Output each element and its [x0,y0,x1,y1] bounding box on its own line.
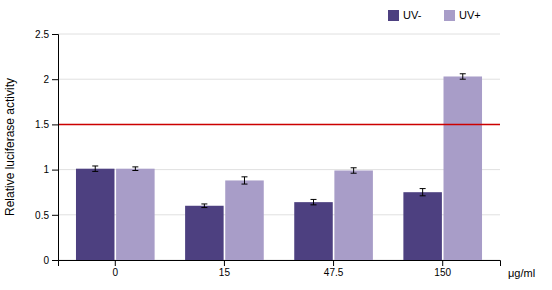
axis-line [59,261,501,267]
tick-mark [333,260,334,266]
reference-line [58,124,500,126]
tick: 1 [43,164,58,175]
tick-label: 150 [434,267,451,278]
tick: 47.5 [324,260,344,278]
legend-swatch [388,10,399,21]
error-bar [92,166,98,171]
bar [294,202,333,260]
error-bar [460,74,466,79]
legend-entry: UV+ [444,9,481,21]
tick-label: 1.5 [35,119,49,130]
y-axis-title: Relative luciferase activity [3,78,17,216]
x-axis: 0 15 47.5 150 [59,260,501,278]
chart: 0 0.5 1 1.5 2 2.5 0 15 47.5 150 Relative luciferas… [0,0,552,290]
bar-series [76,166,442,260]
chart-svg: 0 0.5 1 1.5 2 2.5 0 15 47.5 150 Relative luciferas… [0,0,552,290]
tick: 2 [43,74,58,85]
tick-label: 0 [43,255,49,266]
grid [58,34,500,260]
grid-line [58,124,500,125]
error-bar [351,168,357,173]
axis-line [52,35,59,261]
error-bar [420,189,426,196]
error-bar [311,199,317,204]
bar [334,171,373,260]
tick: 0.5 [35,210,58,221]
y-axis: 0 0.5 1 1.5 2 2.5 [35,29,58,266]
plot: 0 0.5 1 1.5 2 2.5 0 15 47.5 150 Relative luciferas… [3,9,535,278]
tick-mark [52,260,58,261]
tick: 1.5 [35,119,58,130]
tick-mark [52,215,58,216]
error-bar [241,177,247,184]
bar [116,169,155,260]
tick: 0 [113,260,119,278]
legend: UV- UV+ [388,9,481,21]
tick-mark [52,170,58,171]
tick: 2.5 [35,29,58,40]
x-axis-title: μg/ml [508,267,535,279]
tick-mark [52,79,58,80]
tick-label: 15 [219,267,231,278]
tick-label: 0 [113,267,119,278]
tick-mark [224,260,225,266]
tick-label: 2.5 [35,29,49,40]
marks [58,74,500,260]
grid-line [58,79,500,80]
grid-line [58,34,500,35]
tick-label: 1 [43,164,49,175]
bar [403,192,442,260]
error-bar [132,167,138,171]
tick: 15 [219,260,231,278]
legend-entry: UV- [388,9,422,21]
bar [76,169,115,260]
tick-label: 47.5 [324,267,344,278]
bar [444,76,483,260]
bar [225,180,264,260]
legend-label: UV- [403,9,422,21]
error-bar [201,204,207,208]
tick-mark [115,260,116,266]
tick-label: 0.5 [35,210,49,221]
tick-mark [52,34,58,35]
legend-swatch [444,10,455,21]
tick-mark [442,260,443,266]
tick-mark [52,124,58,125]
bar-series [116,74,482,260]
legend-label: UV+ [459,9,481,21]
tick: 0 [43,255,58,266]
bar [185,206,224,260]
tick-label: 2 [43,74,49,85]
tick: 150 [434,260,451,278]
